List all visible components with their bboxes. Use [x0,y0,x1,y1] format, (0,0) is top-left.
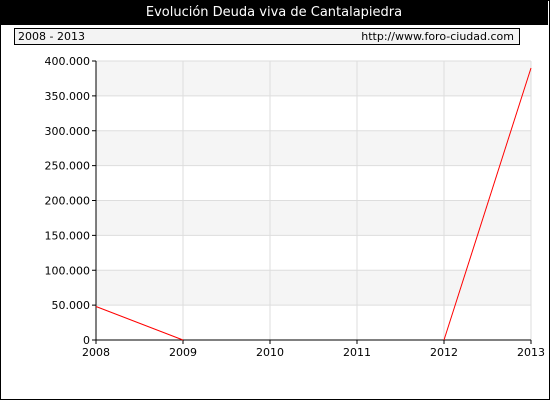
info-bar: 2008 - 2013 http://www.foro-ciudad.com [14,28,520,45]
x-tick-label: 2009 [169,346,197,359]
y-tick-label: 0 [83,334,90,347]
y-tick-label: 350.000 [45,90,91,103]
y-tick-label: 300.000 [45,125,91,138]
series-segment [95,306,184,341]
series-line [95,67,532,341]
x-tick-label: 2011 [343,346,371,359]
band [96,200,531,236]
band [96,130,531,166]
series-segment [443,67,532,341]
period-label: 2008 - 2013 [18,30,85,43]
x-tick-label: 2012 [430,346,458,359]
y-tick-label: 150.000 [45,229,91,242]
band [96,270,531,306]
band [96,61,531,96]
chart-title: Evolución Deuda viva de Cantalapiedra [0,0,548,25]
y-axis-ticks: 0 50.000 100.000 150.000 200.000 250.000 300.0… [45,55,96,347]
y-tick-label: 200.000 [45,195,91,208]
background-bands [96,61,531,306]
x-tick-label: 2010 [256,346,284,359]
x-tick-label: 2008 [82,346,110,359]
y-tick-label: 100.000 [45,264,91,277]
y-tick-label: 50.000 [52,299,91,312]
y-tick-label: 250.000 [45,160,91,173]
source-url: http://www.foro-ciudad.com [361,30,514,43]
x-tick-label: 2013 [517,346,545,359]
y-tick-label: 400.000 [45,55,91,68]
x-axis-ticks: 2008 2009 2010 2011 2012 2013 [82,340,545,359]
